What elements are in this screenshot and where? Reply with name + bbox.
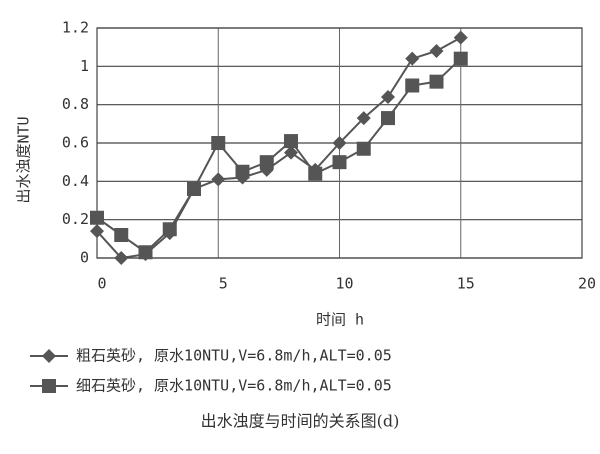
y-tick-label: 0.4 [62,172,89,190]
legend-marker [42,349,56,363]
marker [453,51,468,66]
marker [284,134,298,149]
y-tick-label: 0 [80,249,89,267]
series-line [96,57,462,254]
marker [235,164,250,179]
marker [90,210,104,225]
marker [405,51,420,66]
marker [187,182,201,196]
y-tick-label: 0.2 [62,210,89,228]
marker [138,245,153,260]
marker [114,251,129,265]
x-axis-label: 时间 h [316,311,364,329]
marker [284,145,298,160]
legend-marker [42,379,56,393]
marker [114,228,129,242]
marker [429,44,444,58]
marker [308,166,323,181]
marker [356,111,371,126]
x-tick-label: 10 [335,275,353,293]
x-tick-label: 15 [457,275,475,293]
x-tick-label: 20 [578,275,596,293]
y-tick-label: 1.2 [62,19,89,37]
series-line [96,36,462,260]
y-tick-label: 0.6 [62,134,89,152]
marker [90,224,104,239]
marker [381,90,395,104]
plot-frame [96,27,583,259]
marker [211,172,226,187]
x-tick-label: 0 [97,275,106,293]
marker [332,136,347,150]
marker [259,155,274,170]
marker [211,136,226,150]
legend-label: 细石英砂, 原水10NTU,V=6.8m/h,ALT=0.05 [76,377,392,395]
legend-label: 粗石英砂, 原水10NTU,V=6.8m/h,ALT=0.05 [76,347,392,365]
marker [381,111,395,126]
marker [332,155,347,170]
y-tick-label: 0.8 [62,95,89,113]
marker [453,30,468,45]
y-axis-label: 出水浊度NTU [15,116,33,203]
marker [429,74,444,89]
marker [405,78,420,93]
marker [356,141,371,156]
x-tick-label: 5 [219,275,228,293]
y-tick-label: 1 [80,57,89,75]
marker [162,222,177,237]
chart-caption: 出水浊度与时间的关系图(d) [201,412,400,431]
